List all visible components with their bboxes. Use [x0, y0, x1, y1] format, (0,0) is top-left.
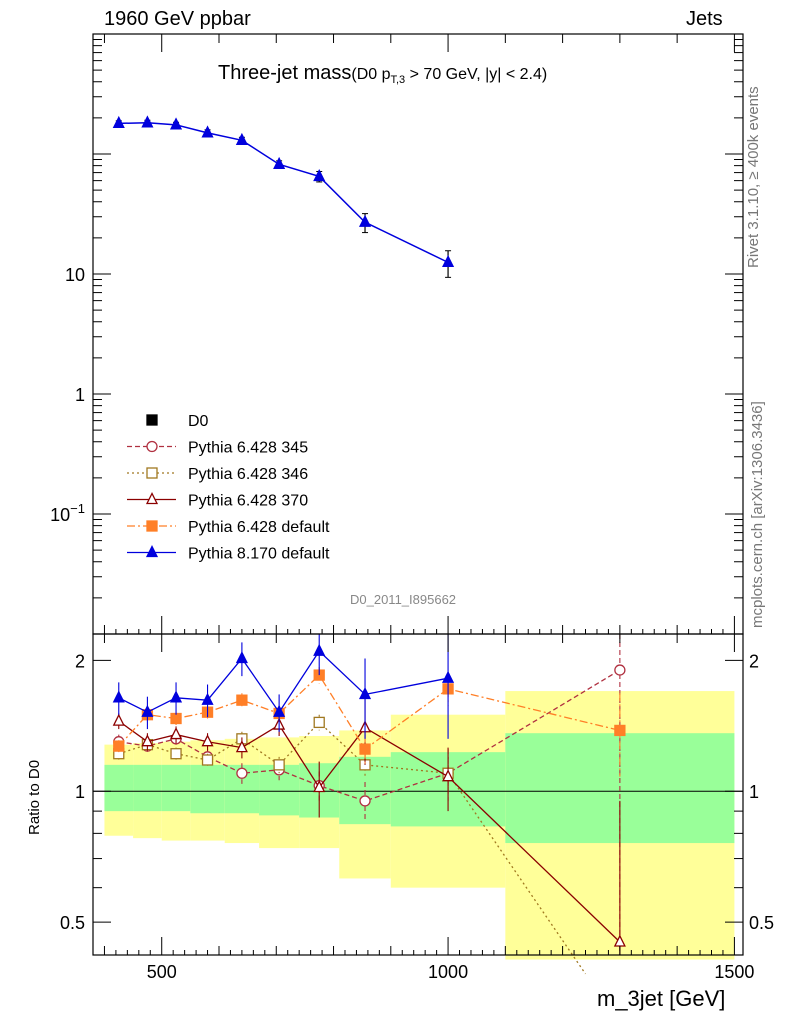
main-point — [442, 254, 455, 268]
legend-label: Pythia 8.170 default — [188, 546, 330, 563]
ratio-point — [201, 692, 214, 705]
y-tick-label-ratio: 0.5 — [60, 913, 85, 933]
ratio-point — [112, 713, 125, 726]
ratio-point — [201, 754, 214, 766]
y-tick-label-ratio-right: 0.5 — [749, 913, 774, 933]
ratio-point — [236, 767, 248, 779]
legend-label: D0 — [188, 413, 209, 430]
ratio-point — [141, 704, 154, 717]
ratio-series-line — [118, 669, 621, 802]
main-frame — [92, 33, 744, 635]
ratio-point — [112, 690, 125, 703]
energy-label: 1960 GeV ppbar — [104, 8, 251, 30]
ratio-point — [313, 716, 325, 729]
ratio-point — [236, 694, 248, 706]
title-sub: (D0 p — [351, 66, 391, 83]
ratio-point — [235, 740, 248, 753]
process-label: Jets — [686, 8, 723, 30]
legend-marker — [146, 414, 158, 426]
ratio-point — [169, 727, 183, 740]
legend-label: Pythia 6.428 346 — [188, 466, 308, 483]
analysis-id: D0_2011_I895662 — [350, 592, 457, 607]
x-axis-label: m_3jet [GeV] — [597, 986, 726, 1011]
ratio-point — [614, 664, 626, 676]
rivet-label: Rivet 3.1.10, ≥ 400k events — [745, 86, 762, 268]
y-tick-label-ratio-right: 2 — [749, 651, 759, 671]
ratio-point — [313, 780, 326, 793]
main-point — [201, 125, 214, 138]
ratio-point — [201, 734, 214, 747]
ratio-point — [442, 769, 455, 782]
ratio-point — [273, 704, 286, 717]
ratio-point — [358, 686, 372, 700]
mcplots-label: mcplots.cern.ch [arXiv:1306.3436] — [749, 401, 766, 628]
legend-label: Pythia 6.428 default — [188, 519, 330, 536]
band-inner-bin — [133, 764, 162, 812]
main-point — [169, 117, 183, 130]
main-point — [358, 214, 372, 227]
ratio-point — [313, 643, 326, 656]
ratio-series-line — [118, 674, 621, 751]
legend-marker — [146, 467, 158, 479]
x-tick-label: 1500 — [714, 962, 754, 982]
y-tick-label-main: 10 — [65, 265, 85, 285]
plot-frames — [92, 33, 744, 956]
ratio-point — [613, 934, 626, 947]
ratio-panel-series — [112, 634, 626, 975]
y-tick-label-ratio: 2 — [75, 651, 85, 671]
y-tick-label-ratio: 1 — [75, 782, 85, 802]
title-main: Three-jet mass — [218, 62, 352, 84]
ratio-uncertainty-bands — [93, 691, 743, 960]
legend: D0 Pythia 6.428 345 Pythia 6.428 346 Pythia… — [127, 413, 330, 563]
main-point — [313, 168, 326, 182]
ratio-point — [614, 724, 626, 737]
ratio-point — [442, 670, 455, 683]
ratio-point — [113, 740, 125, 752]
axis-ticks: 10−1 1 10 0.5 1 2 0.5 1 2 500 1000 1500 — [50, 34, 774, 982]
main-panel-series — [112, 115, 455, 278]
legend-label: Pythia 6.428 345 — [188, 440, 308, 457]
ratio-series-line — [118, 650, 449, 714]
main-point — [112, 115, 125, 129]
ratio-series-line — [118, 721, 587, 975]
ratio-point — [141, 734, 154, 747]
legend-marker — [146, 440, 158, 453]
legend-marker — [146, 520, 158, 532]
x-tick-label: 1000 — [428, 962, 468, 982]
ratio-point — [170, 748, 182, 760]
legend-label: Pythia 6.428 370 — [188, 493, 308, 510]
title-sub-rest: > 70 GeV, |y| < 2.4) — [405, 66, 548, 83]
y-tick-label-main: 1 — [75, 385, 85, 405]
band-inner-bin — [161, 764, 191, 812]
ratio-frame — [92, 633, 744, 956]
ratio-point — [359, 795, 371, 807]
title-sub-subscript: T,3 — [390, 74, 406, 87]
y-tick-label-ratio-right: 1 — [749, 782, 759, 802]
ratio-series-line — [118, 720, 621, 943]
legend-marker — [145, 492, 159, 505]
main-point — [141, 115, 154, 128]
y-tick-label-main: 10−1 — [50, 501, 85, 525]
ratio-point — [359, 743, 371, 755]
ratio-point — [235, 651, 248, 664]
ratio-point — [169, 690, 183, 703]
plot-title: Three-jet mass(D0 pT,3 > 70 GeV, |y| < 2… — [218, 62, 547, 86]
main-point — [273, 156, 286, 169]
main-series-line — [118, 122, 449, 264]
ratio-point — [273, 759, 285, 771]
main-point — [235, 132, 248, 145]
band-inner-bin — [190, 764, 225, 814]
x-tick-label: 500 — [147, 962, 177, 982]
ratio-point — [170, 712, 182, 725]
band-inner-bin — [104, 764, 134, 812]
legend-marker — [145, 545, 159, 558]
ratio-y-axis-label: Ratio to D0 — [26, 759, 43, 835]
